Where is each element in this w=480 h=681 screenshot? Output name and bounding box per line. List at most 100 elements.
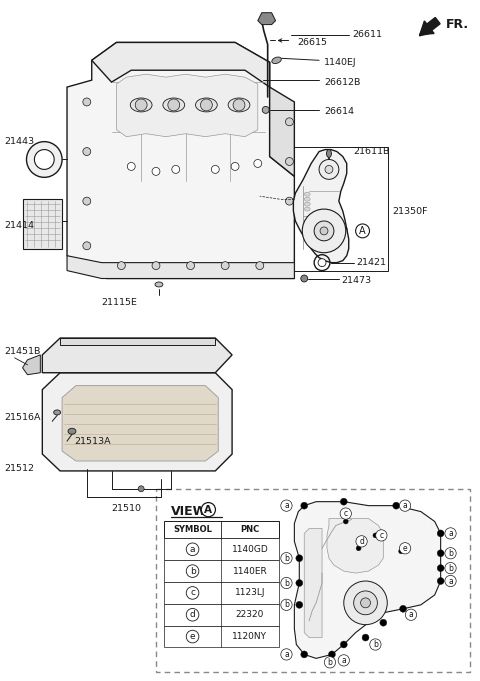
Bar	[164, 560, 278, 582]
Circle shape	[325, 165, 333, 174]
Circle shape	[256, 262, 264, 270]
Polygon shape	[117, 74, 258, 137]
Text: 21510: 21510	[111, 504, 142, 513]
Circle shape	[233, 99, 245, 111]
Text: a: a	[448, 529, 453, 538]
Text: d: d	[359, 537, 364, 546]
Bar	[164, 626, 278, 648]
Polygon shape	[294, 502, 441, 659]
Circle shape	[164, 189, 207, 233]
Text: 21421: 21421	[357, 258, 386, 267]
Text: b: b	[284, 601, 289, 609]
Circle shape	[314, 221, 334, 241]
Circle shape	[301, 651, 308, 658]
Circle shape	[187, 262, 194, 270]
Text: 21443: 21443	[5, 137, 35, 146]
Circle shape	[254, 159, 262, 168]
Circle shape	[373, 533, 378, 538]
Circle shape	[262, 106, 269, 113]
Text: 1140ER: 1140ER	[232, 567, 267, 575]
Text: SYMBOL: SYMBOL	[173, 525, 212, 534]
Polygon shape	[304, 528, 322, 637]
Text: d: d	[190, 610, 195, 619]
Circle shape	[152, 168, 160, 176]
Circle shape	[360, 598, 371, 608]
Text: 21513A: 21513A	[74, 437, 110, 445]
Circle shape	[127, 163, 135, 170]
Circle shape	[362, 634, 369, 641]
Text: 1140GD: 1140GD	[231, 545, 268, 554]
Text: a: a	[284, 501, 289, 510]
Text: a: a	[341, 656, 346, 665]
Circle shape	[437, 565, 444, 571]
Circle shape	[437, 550, 444, 557]
Text: 21350F: 21350F	[392, 206, 428, 216]
Text: b: b	[284, 554, 289, 563]
Circle shape	[380, 619, 387, 626]
Text: 1140EJ: 1140EJ	[324, 58, 357, 67]
Polygon shape	[62, 385, 218, 461]
Ellipse shape	[163, 98, 185, 112]
Ellipse shape	[304, 197, 310, 201]
Circle shape	[83, 98, 91, 106]
Circle shape	[437, 530, 444, 537]
Polygon shape	[42, 373, 232, 471]
Polygon shape	[270, 87, 294, 176]
Text: b: b	[448, 564, 453, 573]
Circle shape	[152, 262, 160, 270]
Text: e: e	[190, 632, 195, 641]
Polygon shape	[67, 42, 294, 279]
Polygon shape	[23, 355, 40, 375]
Text: 21451B: 21451B	[5, 347, 41, 356]
Ellipse shape	[304, 192, 310, 196]
Text: c: c	[344, 509, 348, 518]
FancyArrow shape	[327, 226, 347, 236]
Circle shape	[35, 150, 54, 170]
Circle shape	[328, 651, 336, 658]
Text: 26615: 26615	[297, 38, 327, 47]
FancyArrow shape	[420, 18, 440, 35]
Text: a: a	[403, 501, 408, 510]
Text: FR.: FR.	[445, 18, 468, 31]
Text: b: b	[190, 567, 195, 575]
Circle shape	[118, 262, 125, 270]
Circle shape	[286, 118, 293, 126]
Circle shape	[172, 165, 180, 174]
Text: a: a	[408, 610, 413, 619]
Circle shape	[168, 99, 180, 111]
Text: 21516A: 21516A	[5, 413, 41, 422]
Text: 21115E: 21115E	[102, 298, 137, 307]
Text: b: b	[327, 658, 332, 667]
Text: 22320: 22320	[236, 610, 264, 619]
Text: A: A	[359, 226, 366, 236]
Circle shape	[301, 275, 308, 282]
Polygon shape	[327, 518, 384, 573]
Bar	[23, 199, 62, 249]
Circle shape	[393, 502, 400, 509]
Circle shape	[26, 142, 62, 177]
Circle shape	[296, 580, 303, 586]
Ellipse shape	[272, 57, 281, 63]
Ellipse shape	[195, 98, 217, 112]
Circle shape	[320, 227, 328, 235]
Circle shape	[296, 601, 303, 608]
Text: a: a	[448, 577, 453, 586]
Circle shape	[343, 519, 348, 524]
Text: b: b	[284, 578, 289, 588]
Text: 21611B: 21611B	[354, 147, 390, 156]
Text: 26614: 26614	[324, 108, 354, 116]
Polygon shape	[92, 42, 270, 87]
Text: b: b	[373, 640, 378, 649]
Circle shape	[437, 577, 444, 584]
Text: e: e	[403, 544, 408, 553]
Text: 1123LJ: 1123LJ	[235, 588, 265, 597]
Text: 1120NY: 1120NY	[232, 632, 267, 641]
Ellipse shape	[155, 282, 163, 287]
Text: VIEW: VIEW	[171, 505, 207, 518]
Circle shape	[211, 165, 219, 174]
Circle shape	[286, 197, 293, 205]
Text: c: c	[190, 588, 195, 597]
Polygon shape	[67, 255, 294, 279]
Text: a: a	[284, 650, 289, 659]
Circle shape	[302, 209, 346, 253]
